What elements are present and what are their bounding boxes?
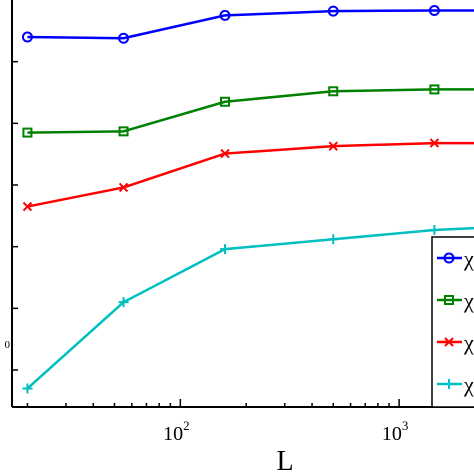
point-circle [327,5,339,17]
point-plus [328,234,339,245]
legend-box [431,236,474,408]
point-x [429,138,440,148]
point-circle [428,4,440,16]
series-layer [21,4,474,394]
series-1 [21,4,474,44]
point-x [220,148,230,159]
point-plus [22,383,33,394]
point-square [118,126,129,137]
series-line [27,9,474,40]
point-legend [444,379,454,389]
x-ticks: 102 103 [26,399,466,445]
point-x [328,141,338,151]
point-square [328,86,339,97]
point-x [22,201,33,212]
point-square [219,96,230,107]
series-3 [22,138,474,212]
x-tick-label: 102 [163,418,190,445]
x-axis-label: L [276,446,293,474]
point-circle [219,9,231,21]
x-tick-label: 103 [382,418,409,445]
point-plus [219,244,230,255]
legend-entry: χ [437,288,474,313]
point-plus [118,297,129,308]
series-line [26,226,474,390]
series-2 [22,84,474,138]
legend-label: χ [463,246,474,271]
y-left-label: 0 [5,339,11,351]
series-4 [22,225,474,394]
point-circle [21,31,33,43]
series-line [27,141,474,208]
legend-entry: χ [437,372,474,397]
point-x [118,182,129,193]
legend-entry: χ [437,246,474,271]
legend-label: χ [463,372,474,397]
point-square [22,127,33,138]
point-square [429,84,440,95]
point-plus [429,225,440,236]
legend-label: χ [463,288,474,313]
point-circle [118,32,130,44]
point-legend [443,252,455,264]
legend-label: χ [463,330,474,355]
point-legend [444,337,454,347]
point-legend [444,295,454,305]
series-line [27,88,474,134]
y-ticks [12,60,18,371]
legend-entry: χ [437,330,474,355]
